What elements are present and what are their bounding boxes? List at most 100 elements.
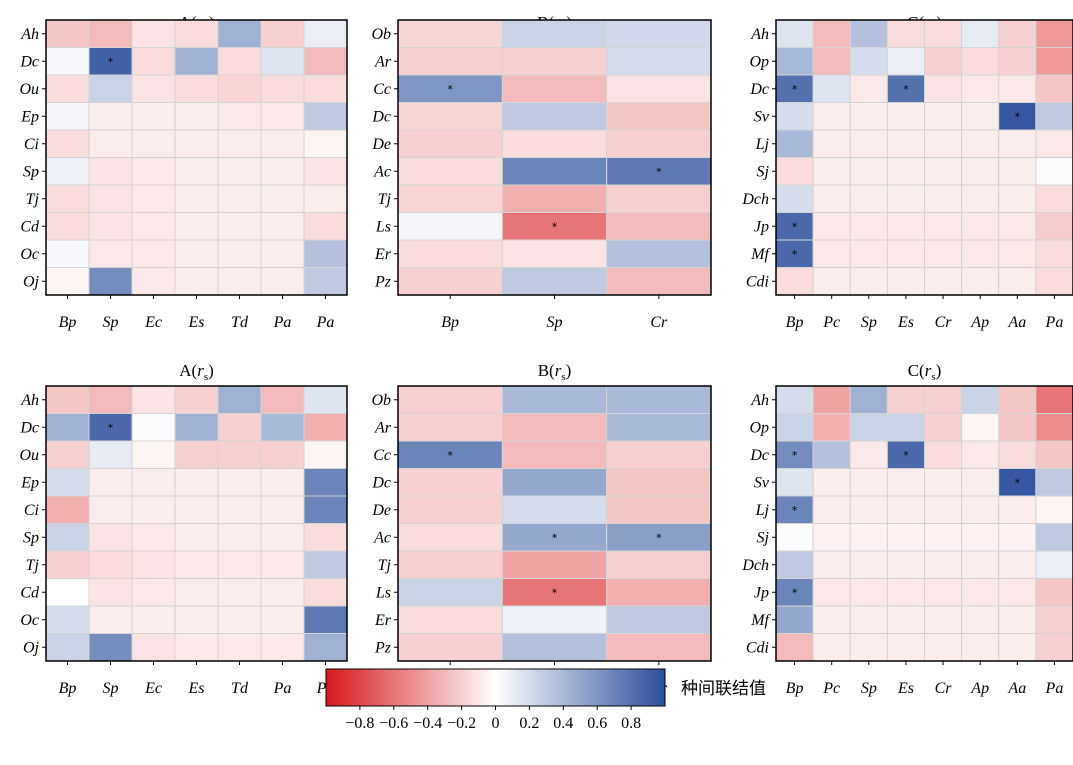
heatmap-cell [1035,129,1073,158]
heatmap-cell [303,633,348,662]
y-tick-label: Ou [19,447,39,464]
heatmap-cell [217,550,262,579]
heatmap-cell [88,267,133,296]
heatmap-cell [924,239,963,268]
heatmap-cell [174,129,219,158]
heatmap-cell [775,239,814,268]
heatmap-cell [606,413,712,442]
heatmap-cell [961,212,1000,241]
heatmap-cell [924,440,963,469]
heatmap-cell [260,239,305,268]
heatmap-cell [812,267,851,296]
y-tick-label: Ou [19,81,39,98]
heatmap-cell [812,550,851,579]
y-tick-label: De [371,502,391,519]
heatmap-cell [88,440,133,469]
heatmap-cell [812,468,851,497]
heatmap-cell [961,495,1000,524]
x-tick-label: Cr [935,680,953,697]
heatmap-cell [998,184,1037,213]
heatmap-cell [397,633,503,662]
heatmap-cell [217,413,262,442]
heatmap-cell [174,184,219,213]
y-tick-label: Er [374,246,392,263]
heatmap-cell [174,267,219,296]
heatmap-cell [849,605,888,634]
x-tick-label: Ap [970,314,989,331]
heatmap-cell [812,74,851,103]
heatmap-cell [775,102,814,131]
heatmap-cell [812,129,851,158]
heatmap-cell [998,578,1037,607]
heatmap-cell [998,550,1037,579]
x-tick-label: Sp [861,680,877,697]
heatmap-cell [924,184,963,213]
heatmap-cell [174,605,219,634]
heatmap-cells [45,19,348,296]
y-tick-label: Ah [20,392,39,409]
x-tick-label: Cr [935,314,953,331]
heatmap-cell [45,239,90,268]
y-tick-label: Pz [374,639,392,656]
heatmap-cell [131,385,176,414]
heatmap-cell [606,239,712,268]
x-tick-label: Pa [273,314,292,331]
heatmap-cell [174,495,219,524]
heatmap-cell [886,239,925,268]
heatmap-cell [397,267,503,296]
heatmap-cell [260,212,305,241]
y-tick-label: Cc [373,81,391,98]
y-tick-label: Ob [371,26,391,43]
y-tick-label: Dc [749,447,769,464]
x-tick-label: Ap [970,680,989,697]
heatmap-cell [217,523,262,552]
x-tick-label: Es [188,314,205,331]
heatmap-cell [397,385,503,414]
heatmap-cell [998,605,1037,634]
heatmap-cell [849,47,888,76]
heatmap-cell [886,19,925,48]
heatmap-cell [174,633,219,662]
heatmap-cell [606,440,712,469]
heatmap-cell [886,495,925,524]
heatmap-cell [606,74,712,103]
heatmap-cell [174,578,219,607]
heatmap-cell [961,102,1000,131]
heatmap-cell [849,212,888,241]
heatmap-cell [174,157,219,186]
heatmap-cell [886,468,925,497]
x-tick-label: Sp [547,314,563,331]
heatmap-cell [174,468,219,497]
heatmap-panel-2: C(rp)*****AhOpDcSvLjSjDchJpMfCdiBpPcSpEs… [741,13,1073,331]
heatmap-cell [775,550,814,579]
heatmap-cell [45,74,90,103]
heatmap-cell [606,495,712,524]
y-tick-label: Er [374,612,392,629]
heatmap-cell [397,47,503,76]
heatmap-cell [131,523,176,552]
colorbar-tick-label: −0.2 [447,715,476,732]
colorbar-ticks: −0.8 −0.6 −0.4 −0.2 0 0.2 0.4 0.6 0.8 [345,706,641,732]
heatmap-cell [217,239,262,268]
heatmap-cell [1035,495,1073,524]
heatmap-cell [131,184,176,213]
heatmap-cell [1035,157,1073,186]
x-tick-label: Es [897,680,914,697]
heatmap-cell [174,19,219,48]
heatmap-cell [303,267,348,296]
x-tick-label: Bp [59,680,77,697]
heatmap-cell [1035,468,1073,497]
heatmap-cell [217,184,262,213]
heatmap-cell [998,19,1037,48]
y-tick-label: Sv [754,108,770,125]
heatmap-cell [303,157,348,186]
heatmap-cell [849,267,888,296]
heatmap-cell [775,184,814,213]
heatmap-cell [45,468,90,497]
heatmap-cell [397,440,503,469]
heatmap-cell [217,633,262,662]
heatmap-cell [501,385,608,414]
heatmap-cell [961,129,1000,158]
heatmap-cell [303,19,348,48]
heatmap-cell [217,605,262,634]
